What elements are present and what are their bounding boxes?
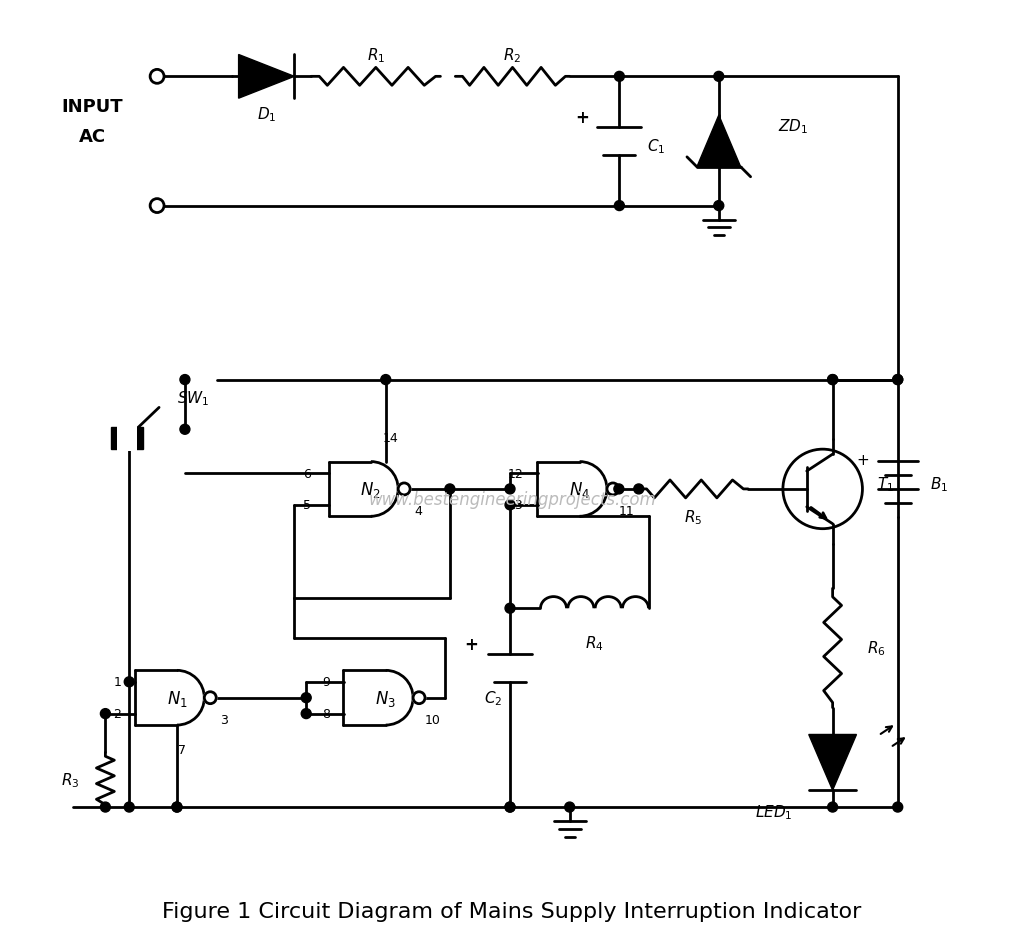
Circle shape — [100, 803, 111, 812]
Circle shape — [180, 375, 189, 386]
Circle shape — [614, 485, 624, 494]
Circle shape — [827, 375, 838, 386]
Text: $N_2$: $N_2$ — [360, 480, 381, 500]
Circle shape — [381, 375, 391, 386]
Circle shape — [124, 677, 134, 687]
Text: 11: 11 — [618, 505, 635, 518]
Text: INPUT: INPUT — [61, 98, 123, 116]
Circle shape — [564, 803, 574, 812]
Circle shape — [714, 72, 724, 82]
Text: 6: 6 — [303, 467, 311, 480]
Text: 4: 4 — [414, 505, 422, 518]
Polygon shape — [697, 116, 740, 168]
Circle shape — [172, 803, 182, 812]
Text: +: + — [856, 452, 869, 467]
Text: 8: 8 — [323, 707, 330, 721]
Text: $B_1$: $B_1$ — [930, 475, 948, 494]
Text: $N_4$: $N_4$ — [569, 480, 590, 500]
Circle shape — [614, 202, 625, 211]
Circle shape — [124, 803, 134, 812]
Text: 3: 3 — [220, 713, 228, 726]
Text: 9: 9 — [323, 676, 330, 688]
Text: $R_2$: $R_2$ — [503, 46, 521, 65]
Polygon shape — [239, 55, 294, 99]
Text: $T_1$: $T_1$ — [878, 475, 894, 494]
Bar — [112, 427, 143, 449]
Text: $SW_1$: $SW_1$ — [177, 388, 210, 407]
Circle shape — [505, 803, 515, 812]
Circle shape — [301, 709, 311, 719]
Circle shape — [413, 692, 425, 704]
Circle shape — [100, 709, 111, 719]
Text: $R_1$: $R_1$ — [367, 46, 385, 65]
Circle shape — [607, 484, 618, 495]
Text: $LED_1$: $LED_1$ — [756, 803, 793, 822]
Circle shape — [505, 803, 515, 812]
Circle shape — [614, 72, 625, 82]
Text: $R_5$: $R_5$ — [684, 507, 702, 526]
Circle shape — [444, 485, 455, 494]
Text: 7: 7 — [178, 744, 186, 756]
Circle shape — [634, 485, 644, 494]
Text: +: + — [575, 109, 590, 127]
Polygon shape — [809, 735, 856, 790]
Text: 5: 5 — [303, 499, 311, 512]
Text: $N_1$: $N_1$ — [167, 688, 187, 708]
Circle shape — [827, 803, 838, 812]
Text: 10: 10 — [425, 713, 441, 726]
Text: $R_6$: $R_6$ — [867, 639, 886, 658]
Circle shape — [893, 375, 903, 386]
Text: 14: 14 — [383, 431, 398, 445]
Text: 1: 1 — [114, 676, 121, 688]
Circle shape — [505, 485, 515, 494]
Text: AC: AC — [79, 128, 106, 146]
Circle shape — [505, 604, 515, 613]
Circle shape — [827, 375, 838, 386]
Text: $C_2$: $C_2$ — [483, 688, 502, 707]
Text: $ZD_1$: $ZD_1$ — [778, 118, 809, 136]
Text: +: + — [464, 635, 478, 653]
Text: $C_1$: $C_1$ — [647, 137, 666, 156]
Circle shape — [301, 693, 311, 703]
Text: $R_3$: $R_3$ — [61, 770, 80, 789]
Circle shape — [172, 803, 182, 812]
Circle shape — [505, 501, 515, 510]
Circle shape — [714, 202, 724, 211]
Text: $D_1$: $D_1$ — [257, 106, 276, 125]
Bar — [118, 410, 137, 451]
Circle shape — [893, 375, 903, 386]
Text: $N_3$: $N_3$ — [375, 688, 396, 708]
Circle shape — [893, 803, 903, 812]
Circle shape — [180, 425, 189, 435]
Text: www.bestengineeringprojects.com: www.bestengineeringprojects.com — [368, 490, 656, 508]
Text: Figure 1 Circuit Diagram of Mains Supply Interruption Indicator: Figure 1 Circuit Diagram of Mains Supply… — [163, 902, 861, 922]
Text: 12: 12 — [508, 467, 524, 480]
Circle shape — [398, 484, 410, 495]
Circle shape — [205, 692, 216, 704]
Text: $R_4$: $R_4$ — [585, 634, 604, 653]
Text: 13: 13 — [508, 499, 524, 512]
Text: 2: 2 — [114, 707, 121, 721]
